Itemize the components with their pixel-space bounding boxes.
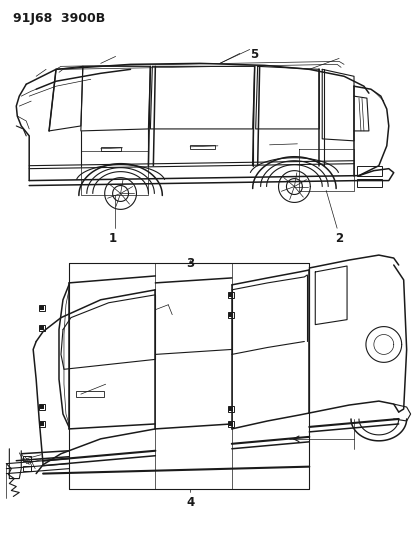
Bar [190, 145, 214, 149]
Bar [39, 421, 45, 427]
Bar [227, 406, 233, 412]
Bar [228, 407, 232, 411]
Text: 2: 2 [334, 232, 342, 245]
Bar [40, 306, 44, 310]
Text: 91J68  3900B: 91J68 3900B [13, 12, 105, 25]
Bar [100, 147, 120, 151]
Bar [227, 312, 233, 318]
Bar [227, 421, 233, 427]
Bar [228, 313, 232, 317]
Text: 4: 4 [185, 496, 194, 510]
Text: 3: 3 [185, 257, 194, 270]
Bar [39, 325, 45, 330]
Bar [40, 405, 44, 409]
Bar [228, 293, 232, 297]
Bar [228, 422, 232, 426]
Bar [356, 166, 381, 175]
Text: 1: 1 [108, 232, 116, 245]
Bar [23, 456, 31, 461]
Bar [39, 305, 45, 311]
Bar [356, 179, 381, 187]
Bar [40, 326, 44, 329]
Bar [40, 422, 44, 426]
Text: 5: 5 [250, 49, 258, 61]
Bar [23, 466, 31, 471]
Bar [39, 404, 45, 410]
Bar [227, 292, 233, 298]
